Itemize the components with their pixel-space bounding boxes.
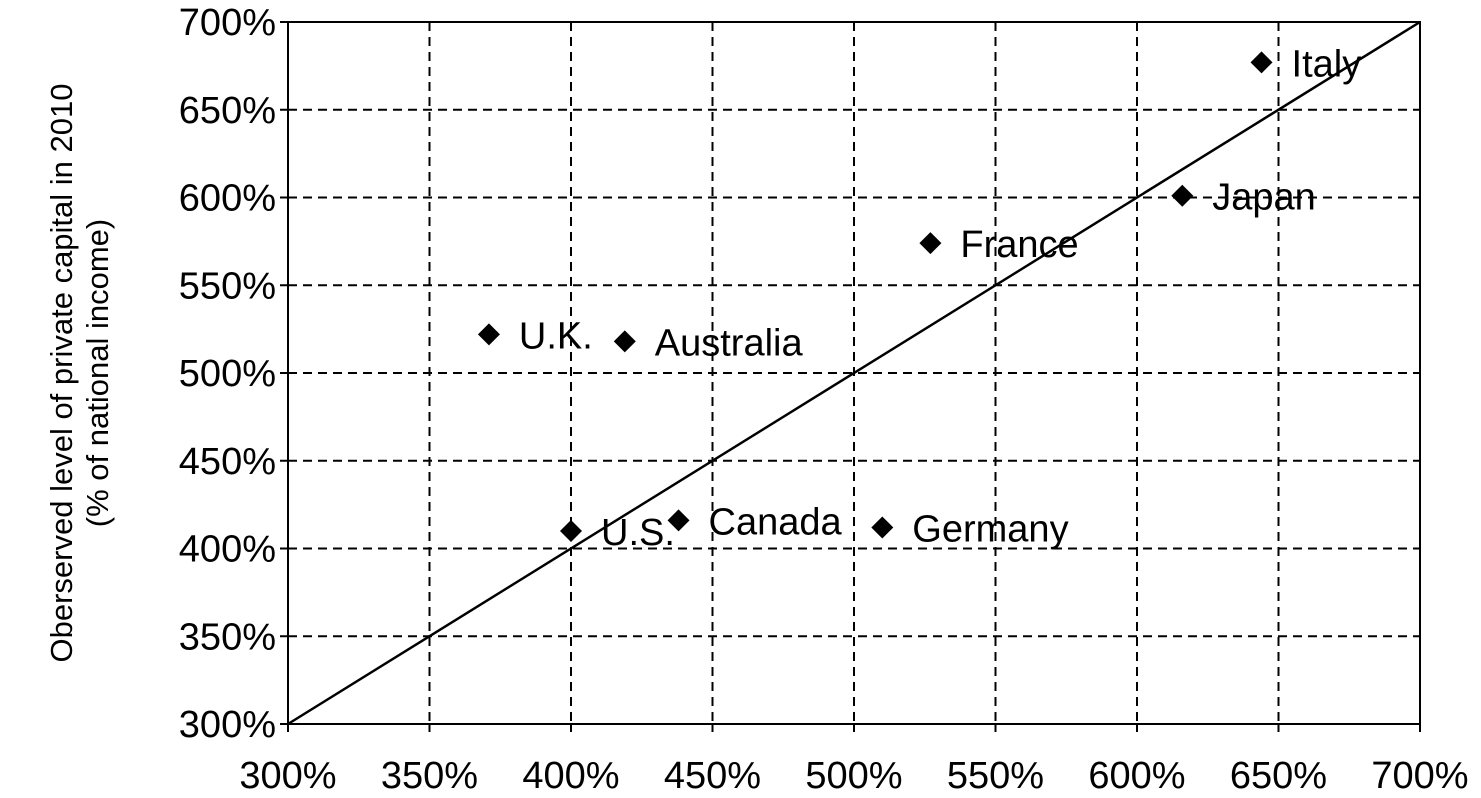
- axis-titles: Oberserved level of private capital in 2…: [44, 84, 115, 663]
- data-points: [477, 51, 1273, 542]
- y-tick-label: 700%: [179, 2, 276, 44]
- data-point-marker: [613, 330, 636, 353]
- data-point-marker: [560, 519, 582, 542]
- data-point-label: Australia: [655, 322, 804, 364]
- y-tick-label: 600%: [179, 178, 276, 220]
- x-tick-label: 350%: [381, 755, 478, 797]
- data-point-labels: Italy Japan France U.K. Australia U.S. Canada G…: [519, 43, 1361, 554]
- y-axis-title: Oberserved level of private capital in 2…: [44, 84, 115, 663]
- data-point-marker: [1250, 51, 1273, 74]
- data-point-label: Italy: [1292, 43, 1362, 85]
- x-tick-label: 400%: [522, 755, 619, 797]
- y-tick-label: 650%: [179, 90, 276, 132]
- data-point-marker: [871, 516, 894, 539]
- data-point-label: U.S.: [601, 512, 675, 554]
- y-axis-title-line: (% of national income): [80, 219, 115, 527]
- y-tick-label: 350%: [179, 616, 276, 658]
- data-point-marker: [1171, 184, 1194, 207]
- y-tick-label: 400%: [179, 529, 276, 571]
- data-point-label: U.K.: [519, 315, 593, 357]
- data-point-label: Japan: [1212, 177, 1316, 219]
- x-tick-label: 450%: [664, 755, 761, 797]
- reference-line: [287, 20, 1421, 726]
- x-tick-label: 600%: [1088, 755, 1185, 797]
- x-tick-label: 500%: [805, 755, 902, 797]
- x-axis-ticks: 300% 350% 400% 450% 500% 550% 600% 650% 700%: [239, 724, 1469, 797]
- x-tick-label: 700%: [1371, 755, 1468, 797]
- data-point-label: Germany: [912, 508, 1068, 550]
- y-tick-label: 300%: [179, 704, 276, 746]
- x-tick-label: 650%: [1230, 755, 1327, 797]
- reference-line-layer: [287, 20, 1421, 726]
- data-point-marker: [667, 509, 690, 532]
- data-point-marker: [919, 232, 942, 255]
- y-tick-label: 500%: [179, 353, 276, 395]
- y-tick-label: 550%: [179, 265, 276, 307]
- y-tick-label: 450%: [179, 441, 276, 483]
- data-point-label: Canada: [709, 501, 843, 543]
- x-tick-label: 550%: [947, 755, 1044, 797]
- x-tick-label: 300%: [239, 755, 336, 797]
- y-axis-title-line: Oberserved level of private capital in 2…: [44, 84, 79, 663]
- data-point-marker: [477, 323, 500, 346]
- data-point-label: France: [960, 224, 1078, 266]
- y-axis-ticks: 300% 350% 400% 450% 500% 550% 600% 650% 700%: [179, 2, 288, 746]
